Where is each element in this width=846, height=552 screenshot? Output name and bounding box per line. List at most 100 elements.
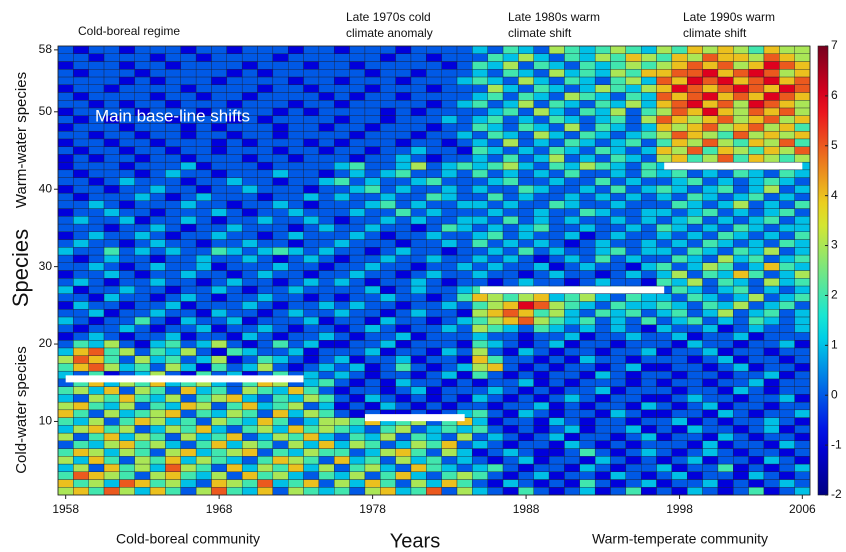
heat-cell xyxy=(104,46,119,54)
heat-cell xyxy=(672,286,687,294)
heat-cell xyxy=(703,178,718,186)
heat-cell xyxy=(365,480,380,488)
heat-cell xyxy=(610,85,625,93)
heat-cell xyxy=(672,348,687,356)
heat-cell xyxy=(150,69,165,77)
heat-cell xyxy=(657,425,672,433)
heat-cell xyxy=(442,154,457,162)
heat-cell xyxy=(150,317,165,325)
heat-cell xyxy=(165,201,180,209)
heat-cell xyxy=(273,85,288,93)
heat-cell xyxy=(304,278,319,286)
heat-cell xyxy=(580,162,595,170)
heat-cell xyxy=(457,247,472,255)
heat-cell xyxy=(641,170,656,178)
heat-cell xyxy=(288,92,303,100)
heat-cell xyxy=(227,216,242,224)
heat-cell xyxy=(718,410,733,418)
heat-cell xyxy=(595,449,610,457)
heat-cell xyxy=(242,216,257,224)
heat-cell xyxy=(135,348,150,356)
heat-cell xyxy=(365,232,380,240)
heat-cell xyxy=(641,69,656,77)
heat-cell xyxy=(626,116,641,124)
heat-cell xyxy=(411,108,426,116)
heat-cell xyxy=(503,309,518,317)
heat-cell xyxy=(549,379,564,387)
heat-cell xyxy=(242,480,257,488)
heat-cell xyxy=(549,100,564,108)
heat-cell xyxy=(119,77,134,85)
heat-cell xyxy=(503,472,518,480)
heat-cell xyxy=(549,185,564,193)
heat-cell xyxy=(564,348,579,356)
heat-cell xyxy=(764,85,779,93)
heat-cell xyxy=(426,240,441,248)
heat-cell xyxy=(365,240,380,248)
heat-cell xyxy=(135,255,150,263)
heat-cell xyxy=(288,255,303,263)
heat-cell xyxy=(350,232,365,240)
heat-cell xyxy=(595,131,610,139)
heat-cell xyxy=(135,170,150,178)
heat-cell xyxy=(626,402,641,410)
heat-cell xyxy=(549,348,564,356)
heat-cell xyxy=(135,224,150,232)
heat-cell xyxy=(657,170,672,178)
heat-cell xyxy=(580,348,595,356)
heat-cell xyxy=(334,286,349,294)
heat-cell xyxy=(288,418,303,426)
heat-cell xyxy=(273,92,288,100)
heat-cell xyxy=(396,216,411,224)
heat-cell xyxy=(73,363,88,371)
heat-cell xyxy=(657,394,672,402)
heat-cell xyxy=(58,425,73,433)
heat-cell xyxy=(749,209,764,217)
heat-cell xyxy=(503,46,518,54)
heat-cell xyxy=(733,480,748,488)
heat-cell xyxy=(58,131,73,139)
heat-cell xyxy=(749,480,764,488)
heat-cell xyxy=(119,232,134,240)
heat-cell xyxy=(733,317,748,325)
heat-cell xyxy=(549,309,564,317)
heat-cell xyxy=(488,123,503,131)
heat-cell xyxy=(503,433,518,441)
heat-cell xyxy=(764,139,779,147)
heat-cell xyxy=(181,301,196,309)
heat-cell xyxy=(657,224,672,232)
heat-cell xyxy=(795,348,810,356)
heat-cell xyxy=(764,69,779,77)
heat-cell xyxy=(733,61,748,69)
heat-cell xyxy=(196,325,211,333)
heat-cell xyxy=(488,77,503,85)
heat-cell xyxy=(703,294,718,302)
heat-cell xyxy=(334,449,349,457)
heat-cell xyxy=(334,92,349,100)
heat-cell xyxy=(749,356,764,364)
heat-cell xyxy=(564,387,579,395)
heat-cell xyxy=(104,472,119,480)
heat-cell xyxy=(211,487,226,495)
heat-cell xyxy=(718,100,733,108)
heat-cell xyxy=(211,472,226,480)
heat-cell xyxy=(503,425,518,433)
heat-cell xyxy=(749,108,764,116)
heat-cell xyxy=(657,433,672,441)
heat-cell xyxy=(764,301,779,309)
heat-cell xyxy=(472,232,487,240)
heat-cell xyxy=(319,387,334,395)
heat-cell xyxy=(672,456,687,464)
heat-cell xyxy=(334,356,349,364)
heat-cell xyxy=(104,278,119,286)
heat-cell xyxy=(795,116,810,124)
heat-cell xyxy=(657,340,672,348)
heat-cell xyxy=(703,69,718,77)
heat-cell xyxy=(626,85,641,93)
heat-cell xyxy=(319,271,334,279)
heat-cell xyxy=(472,325,487,333)
heat-cell xyxy=(58,139,73,147)
heat-cell xyxy=(227,263,242,271)
heat-cell xyxy=(380,46,395,54)
heat-cell xyxy=(764,433,779,441)
